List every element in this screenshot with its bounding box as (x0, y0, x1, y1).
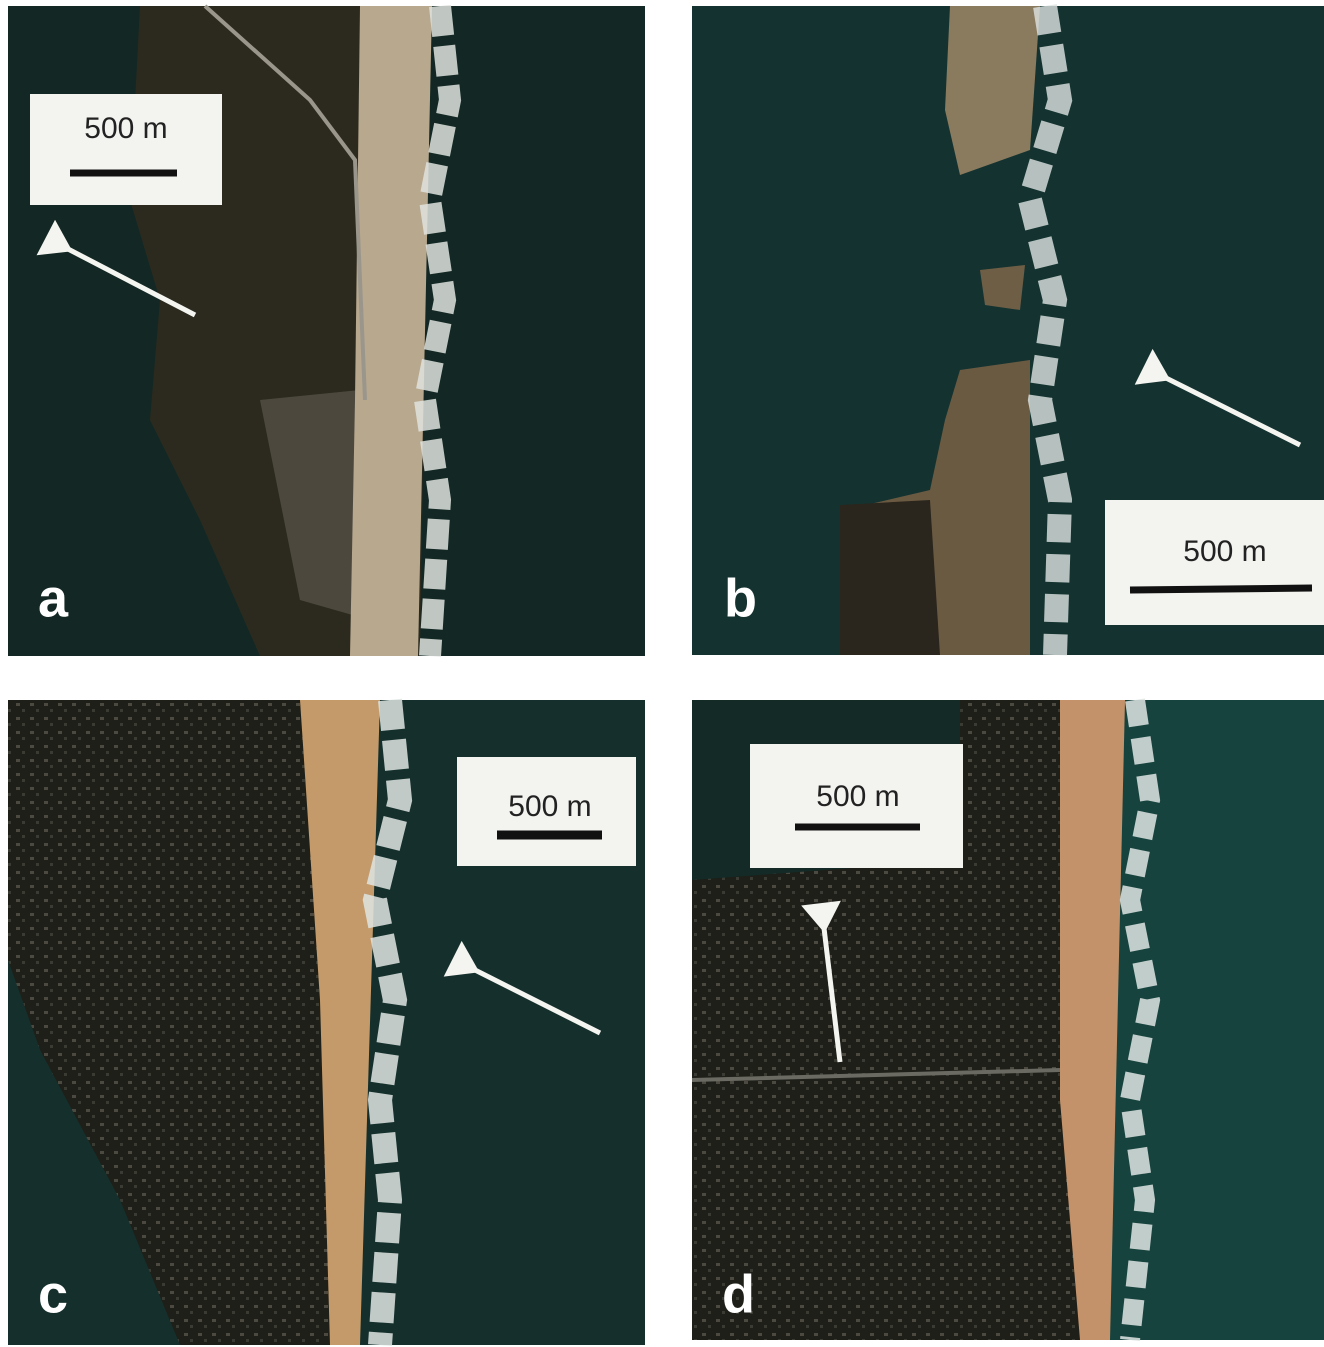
scale-text: 500 m (1183, 535, 1266, 568)
scale-text: 500 m (84, 112, 167, 145)
panel-b: 500 m b (692, 6, 1324, 655)
panel-a: 500 m a (8, 6, 645, 656)
scale-bar (1130, 588, 1312, 590)
scale-box (30, 94, 222, 205)
panel-label: c (38, 1264, 68, 1324)
panel-d: 500 m d (692, 700, 1324, 1340)
island (980, 265, 1025, 310)
scale-text: 500 m (508, 790, 591, 823)
panel-label: b (724, 568, 757, 628)
panel-c: 500 m c (8, 700, 645, 1345)
scale-text: 500 m (816, 780, 899, 813)
island (945, 6, 1040, 175)
panel-label: d (722, 1264, 755, 1324)
figure: 500 m a 500 m b 500 m c (0, 0, 1324, 1347)
forest (840, 500, 940, 655)
panel-label: a (38, 568, 69, 628)
page: {"panels": [ {"label": "a", "scale": "50… (0, 0, 1324, 1347)
